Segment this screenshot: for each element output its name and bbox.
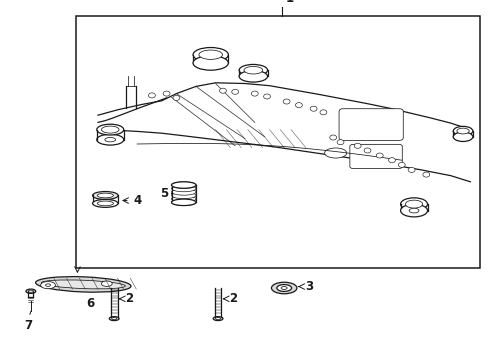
Ellipse shape: [172, 189, 196, 195]
Circle shape: [283, 99, 290, 104]
Circle shape: [423, 172, 430, 177]
Ellipse shape: [409, 208, 419, 213]
Text: 7: 7: [24, 319, 32, 332]
Ellipse shape: [93, 199, 118, 207]
Text: 6: 6: [87, 297, 95, 310]
Text: 1: 1: [286, 0, 294, 5]
Ellipse shape: [172, 182, 196, 188]
Ellipse shape: [172, 185, 196, 192]
Circle shape: [389, 158, 395, 163]
Ellipse shape: [213, 317, 223, 320]
Circle shape: [320, 110, 327, 115]
Ellipse shape: [172, 195, 196, 202]
Ellipse shape: [199, 50, 222, 59]
Circle shape: [310, 106, 317, 111]
Ellipse shape: [93, 192, 118, 199]
Ellipse shape: [26, 289, 36, 293]
Circle shape: [264, 94, 270, 99]
Ellipse shape: [172, 199, 196, 206]
Ellipse shape: [97, 134, 123, 145]
Ellipse shape: [193, 48, 228, 62]
Ellipse shape: [271, 282, 297, 294]
Ellipse shape: [172, 192, 196, 199]
Circle shape: [173, 95, 180, 100]
Ellipse shape: [172, 182, 196, 188]
Ellipse shape: [239, 64, 268, 76]
Circle shape: [232, 89, 239, 94]
FancyBboxPatch shape: [339, 109, 403, 140]
Ellipse shape: [277, 284, 292, 292]
Ellipse shape: [172, 199, 196, 206]
Ellipse shape: [101, 126, 119, 133]
Text: 4: 4: [133, 194, 142, 207]
Ellipse shape: [453, 132, 473, 141]
Ellipse shape: [41, 282, 55, 289]
Circle shape: [408, 167, 415, 172]
Ellipse shape: [193, 56, 228, 70]
Ellipse shape: [101, 281, 112, 287]
Ellipse shape: [216, 318, 220, 320]
Ellipse shape: [97, 201, 113, 206]
Ellipse shape: [28, 290, 33, 292]
Text: 3: 3: [305, 280, 313, 293]
Ellipse shape: [112, 318, 117, 320]
Circle shape: [251, 91, 258, 96]
Circle shape: [364, 148, 371, 153]
Ellipse shape: [400, 198, 427, 210]
Text: 2: 2: [125, 292, 133, 305]
Ellipse shape: [453, 126, 473, 136]
Ellipse shape: [36, 276, 131, 292]
Ellipse shape: [281, 287, 287, 289]
Circle shape: [337, 140, 344, 145]
Ellipse shape: [244, 66, 263, 74]
Circle shape: [148, 93, 155, 98]
FancyBboxPatch shape: [350, 144, 402, 168]
Circle shape: [295, 103, 302, 108]
Ellipse shape: [46, 284, 50, 287]
Ellipse shape: [405, 200, 422, 208]
Circle shape: [330, 135, 337, 140]
Ellipse shape: [239, 71, 268, 82]
Circle shape: [354, 143, 361, 148]
Circle shape: [376, 153, 383, 158]
Ellipse shape: [41, 280, 125, 289]
Bar: [76, 16, 480, 268]
Circle shape: [220, 88, 226, 93]
Text: 2: 2: [229, 292, 238, 305]
Ellipse shape: [400, 204, 427, 217]
Ellipse shape: [457, 128, 469, 134]
Ellipse shape: [97, 193, 113, 198]
Ellipse shape: [109, 317, 119, 320]
Ellipse shape: [105, 138, 116, 142]
Ellipse shape: [325, 148, 347, 158]
Circle shape: [398, 162, 405, 167]
Circle shape: [163, 91, 170, 96]
Text: 5: 5: [160, 187, 169, 200]
Ellipse shape: [97, 124, 123, 135]
